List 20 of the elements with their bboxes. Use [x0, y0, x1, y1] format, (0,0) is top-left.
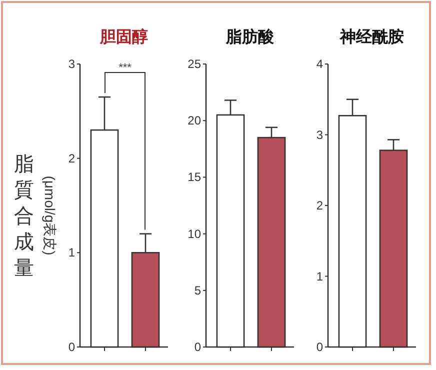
y-tick-label: 2	[316, 198, 324, 212]
y-tick-label: 20	[188, 114, 202, 128]
y-tick-label: 10	[188, 226, 202, 241]
chart-title: 脂肪酸	[225, 28, 275, 46]
y-tick-label: 0	[316, 340, 324, 354]
chart-title: 胆固醇	[99, 28, 148, 46]
chart-title: 神经酰胺	[339, 28, 404, 46]
y-tick-label: 1	[316, 269, 324, 284]
y-tick-label: 2	[68, 151, 76, 166]
picture-bracket: ***	[104, 62, 146, 230]
y-tick-label: 15	[188, 170, 202, 184]
y-tick-label: 0	[68, 340, 76, 354]
y-tick-label: 25	[188, 57, 202, 71]
annotation: ***	[118, 62, 132, 74]
y-tick-label: 5	[194, 283, 202, 298]
y-tick-label: 4	[316, 57, 324, 71]
y-tick-label: 0	[194, 340, 202, 354]
y-tick-label: 3	[68, 57, 76, 71]
y-tick-label: 3	[316, 128, 324, 142]
y-tick-label: 1	[68, 246, 76, 260]
